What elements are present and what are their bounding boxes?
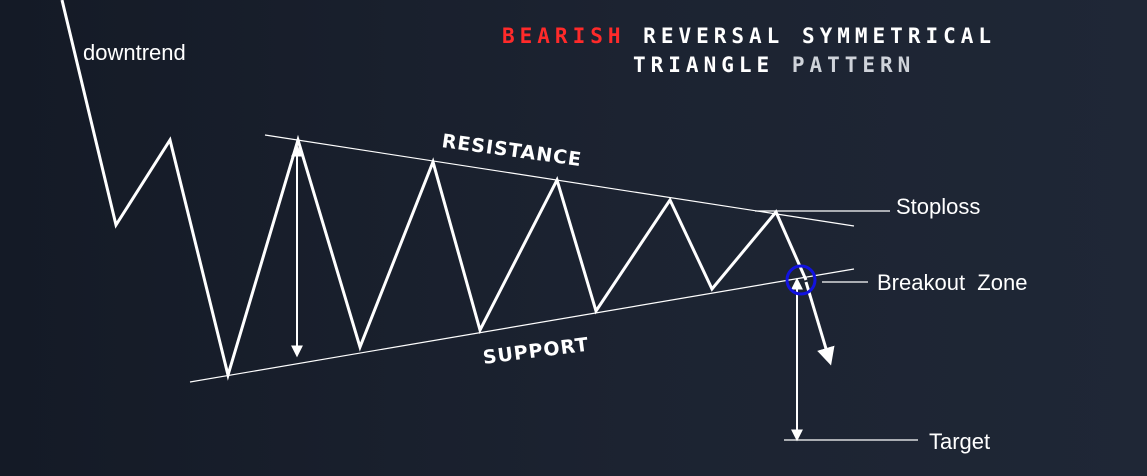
price-path <box>60 0 808 381</box>
title-word-triangle: TRIANGLE <box>633 53 775 77</box>
breakout-circle <box>785 264 817 296</box>
breakout-zone-label: Breakout Zone <box>877 270 1028 295</box>
target-label: Target <box>929 429 991 454</box>
support-trendline <box>189 268 855 383</box>
title-rest-line-1: REVERSAL SYMMETRICAL <box>643 24 997 48</box>
title-word-pattern: PATTERN <box>791 53 916 77</box>
title-word-bearish: BEARISH <box>502 24 626 48</box>
breakdown-arrow <box>804 281 835 366</box>
stoploss-label: Stoploss <box>896 194 981 219</box>
title-line-1: BEARISH REVERSAL SYMMETRICAL <box>502 24 996 48</box>
title-line-2: TRIANGLE PATTERN <box>633 53 915 77</box>
downtrend-label: downtrend <box>83 40 186 65</box>
